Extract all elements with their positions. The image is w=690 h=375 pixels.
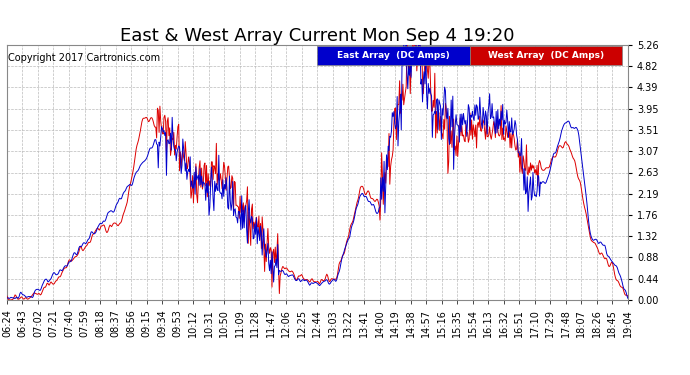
Text: West Array  (DC Amps): West Array (DC Amps) xyxy=(488,51,604,60)
Text: Copyright 2017 Cartronics.com: Copyright 2017 Cartronics.com xyxy=(8,53,160,63)
Title: East & West Array Current Mon Sep 4 19:20: East & West Array Current Mon Sep 4 19:2… xyxy=(120,27,515,45)
FancyBboxPatch shape xyxy=(317,46,469,65)
FancyBboxPatch shape xyxy=(469,46,622,65)
Text: East Array  (DC Amps): East Array (DC Amps) xyxy=(337,51,450,60)
